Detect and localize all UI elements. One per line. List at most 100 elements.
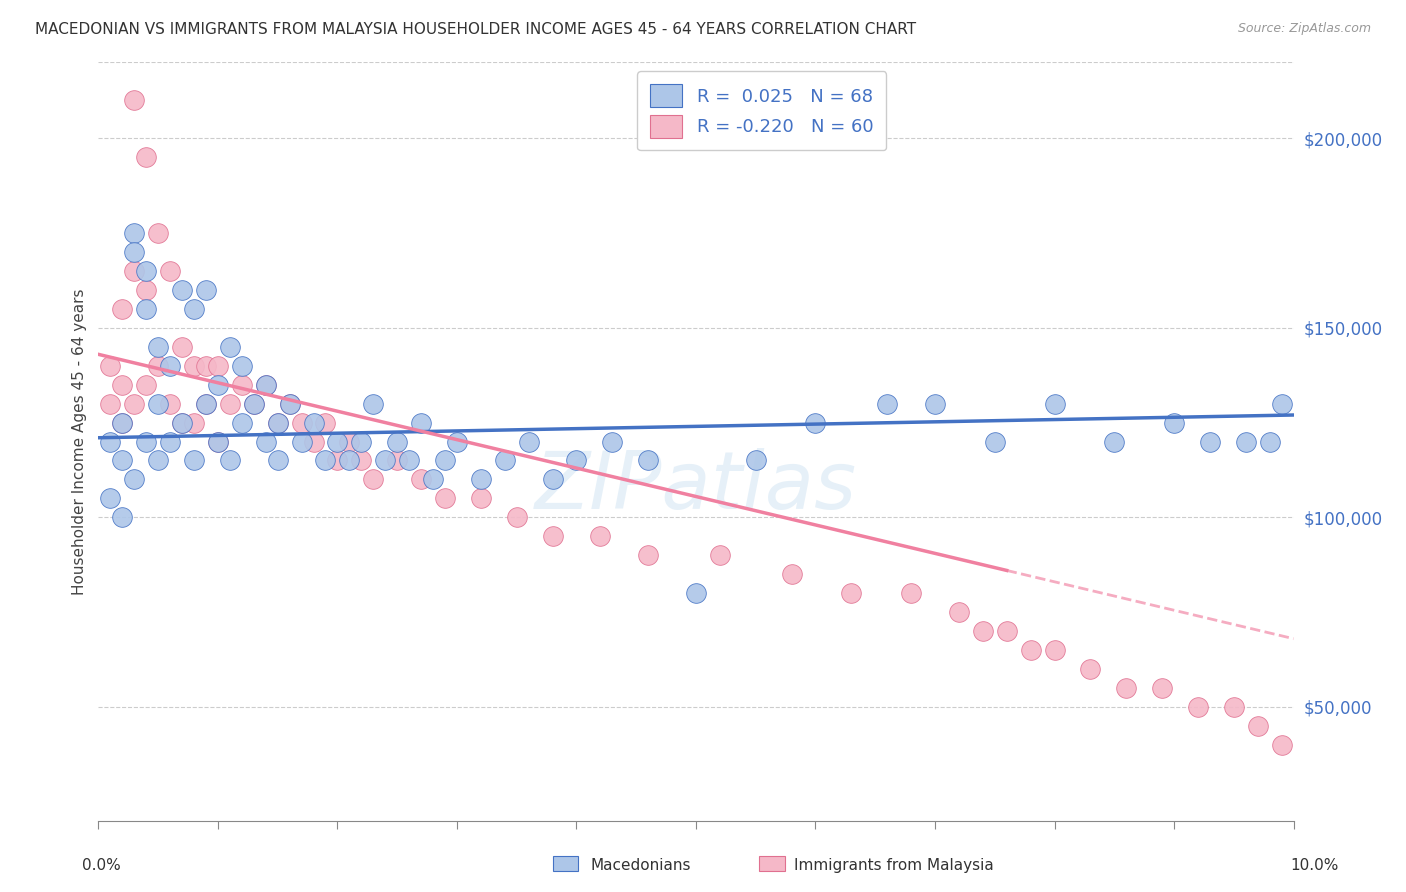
Point <box>111 453 134 467</box>
Point <box>434 453 457 467</box>
Point <box>1199 434 1222 449</box>
Point <box>541 529 564 543</box>
Point <box>231 416 253 430</box>
Point <box>374 453 396 467</box>
Point <box>1043 396 1066 410</box>
Point <box>207 377 229 392</box>
Point <box>350 434 373 449</box>
Point <box>207 434 229 449</box>
Point <box>124 473 146 487</box>
Point <box>159 434 181 449</box>
Point <box>231 377 253 392</box>
Point <box>804 416 827 430</box>
Point <box>183 416 205 430</box>
Point <box>637 548 659 563</box>
Point <box>363 473 385 487</box>
Point <box>385 434 409 449</box>
Y-axis label: Householder Income Ages 45 - 64 years: Householder Income Ages 45 - 64 years <box>72 288 87 595</box>
Point <box>183 359 205 373</box>
Point <box>172 416 194 430</box>
Point <box>326 434 349 449</box>
Point <box>135 150 157 164</box>
Point <box>135 264 157 278</box>
Legend: R =  0.025   N = 68, R = -0.220   N = 60: R = 0.025 N = 68, R = -0.220 N = 60 <box>637 71 886 151</box>
Point <box>541 473 564 487</box>
Point <box>924 396 946 410</box>
Point <box>315 416 337 430</box>
Point <box>148 226 170 240</box>
Text: Source: ZipAtlas.com: Source: ZipAtlas.com <box>1237 22 1371 36</box>
Point <box>506 510 529 524</box>
Point <box>291 416 314 430</box>
Point <box>219 340 242 354</box>
Point <box>267 416 290 430</box>
Text: MACEDONIAN VS IMMIGRANTS FROM MALAYSIA HOUSEHOLDER INCOME AGES 45 - 64 YEARS COR: MACEDONIAN VS IMMIGRANTS FROM MALAYSIA H… <box>35 22 917 37</box>
Point <box>385 453 409 467</box>
Point <box>207 434 229 449</box>
Point <box>589 529 612 543</box>
Point <box>1271 738 1294 752</box>
Point <box>219 453 242 467</box>
Point <box>411 416 433 430</box>
Point <box>148 453 170 467</box>
Point <box>135 283 157 297</box>
Point <box>1258 434 1281 449</box>
Point <box>565 453 588 467</box>
Text: Macedonians: Macedonians <box>591 858 690 873</box>
Point <box>148 359 170 373</box>
Point <box>124 244 146 259</box>
Point <box>1247 719 1270 733</box>
Point <box>195 283 218 297</box>
Point <box>243 396 266 410</box>
Point <box>159 359 181 373</box>
Point <box>1271 396 1294 410</box>
Point <box>841 586 863 600</box>
Point <box>1080 662 1102 676</box>
Point <box>398 453 420 467</box>
Point <box>135 434 157 449</box>
Point <box>1152 681 1174 695</box>
Point <box>948 605 970 619</box>
Point <box>780 567 803 582</box>
Text: ZIPatlas: ZIPatlas <box>534 448 858 526</box>
Point <box>339 453 361 467</box>
Point <box>900 586 922 600</box>
Point <box>995 624 1018 639</box>
Point <box>207 359 229 373</box>
Point <box>637 453 659 467</box>
Text: 10.0%: 10.0% <box>1291 858 1339 873</box>
Point <box>159 396 181 410</box>
Point <box>172 416 194 430</box>
Point <box>159 264 181 278</box>
Point <box>135 377 157 392</box>
Point <box>111 416 134 430</box>
Point <box>470 491 492 506</box>
Point <box>98 434 122 449</box>
Point <box>124 226 146 240</box>
Point <box>446 434 468 449</box>
Point <box>302 434 325 449</box>
Point <box>972 624 994 639</box>
Point <box>1187 699 1209 714</box>
Point <box>267 453 290 467</box>
Point <box>254 377 277 392</box>
Point <box>148 396 170 410</box>
Point <box>254 377 277 392</box>
Point <box>1043 643 1066 657</box>
Point <box>411 473 433 487</box>
Point <box>602 434 624 449</box>
Point <box>1104 434 1126 449</box>
Point <box>183 453 205 467</box>
Point <box>148 340 170 354</box>
Point <box>111 301 134 316</box>
Point <box>124 264 146 278</box>
Point <box>98 491 122 506</box>
Point <box>124 93 146 107</box>
Point <box>315 453 337 467</box>
Point <box>195 396 218 410</box>
Point <box>111 377 134 392</box>
Point <box>1223 699 1246 714</box>
Point <box>363 396 385 410</box>
Point <box>135 301 157 316</box>
Point <box>1234 434 1257 449</box>
